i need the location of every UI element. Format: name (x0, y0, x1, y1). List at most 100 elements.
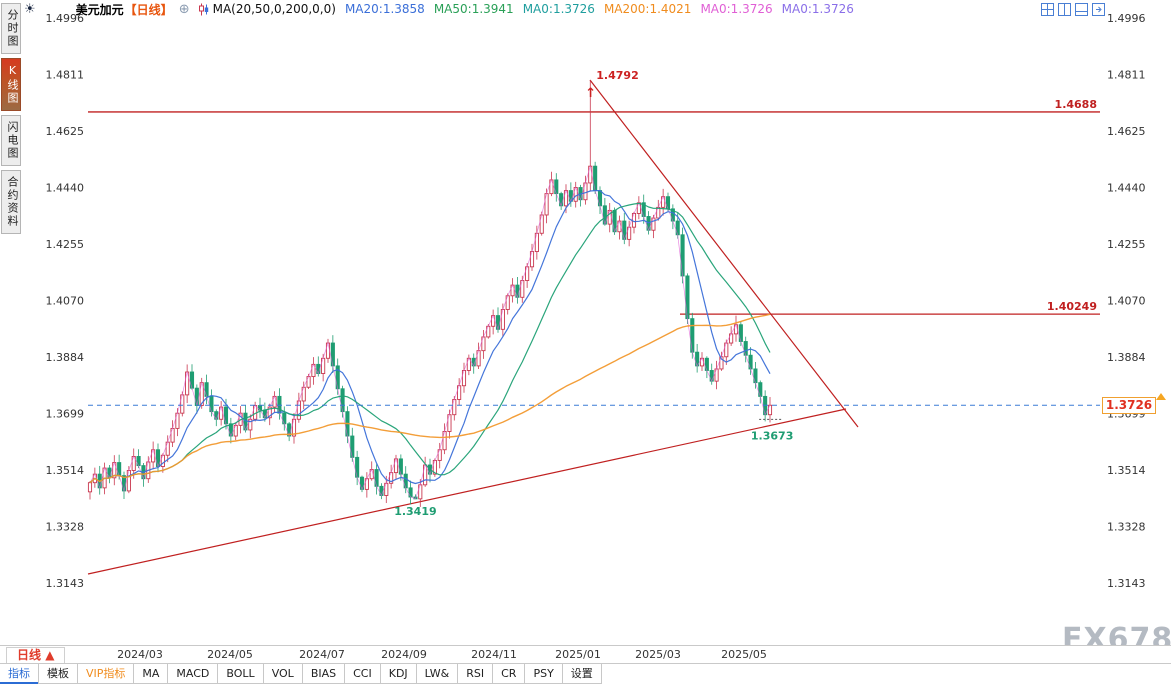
y-axis-label-right: 1.4996 (1107, 12, 1146, 25)
candle-body (743, 341, 748, 356)
candle-body (583, 182, 588, 201)
ma-legend-value-4: MA0:1.3726 (700, 2, 773, 16)
ma-settings-label: MA(20,50,0,200,0,0) (212, 2, 336, 16)
ma200-line (89, 313, 771, 484)
candle-body (350, 435, 355, 458)
ma-legend-value-5: MA0:1.3726 (781, 2, 854, 16)
toolbar-item-8[interactable]: CCI (344, 664, 381, 684)
toolbar-item-1[interactable]: 模板 (38, 664, 78, 684)
price-pointer-icon (1156, 393, 1166, 401)
layout-columns-icon[interactable] (1058, 2, 1071, 16)
candle-body (597, 190, 603, 207)
candle-body (690, 318, 695, 353)
candle-body (539, 214, 544, 234)
x-axis-label: 2025/05 (721, 648, 767, 661)
toolbar-item-3[interactable]: MA (133, 664, 169, 684)
toolbar-item-4[interactable]: MACD (167, 664, 219, 684)
layout-grid-icon[interactable] (1041, 2, 1054, 16)
candle-body (204, 382, 209, 397)
add-indicator-icon[interactable]: ⊕ (178, 1, 190, 17)
candle-body (529, 251, 535, 268)
y-axis-label-left: 1.4625 (46, 125, 85, 138)
indicator-toolbar: 指标 模板 VIP指标 MA MACD BOLL VOL BIAS CCI KDJ LW& RSI CR… (0, 663, 1171, 684)
toolbar-item-10[interactable]: LW& (415, 664, 459, 684)
candle-body (282, 412, 287, 425)
candle-body (520, 280, 525, 298)
x-axis-label: 2025/03 (635, 648, 681, 661)
ma-legend-value-1: MA50:1.3941 (433, 2, 514, 16)
candle-body (194, 387, 199, 406)
candle-body (170, 427, 175, 443)
y-axis-label-right: 1.4440 (1107, 182, 1146, 195)
candle-body (306, 376, 311, 388)
toolbar-item-7[interactable]: BIAS (301, 664, 346, 684)
candle-body (486, 325, 491, 338)
candle-body (724, 342, 729, 358)
candle-body (476, 350, 481, 367)
sidebar-item-contract-info[interactable]: 合约资料 (1, 170, 21, 234)
peak-price-label: 1.4792 (596, 69, 638, 82)
ma-legend-value-0: MA20:1.3858 (344, 2, 425, 16)
candle-body (636, 202, 641, 214)
layout-rows-icon[interactable] (1075, 2, 1088, 16)
toolbar-item-6[interactable]: VOL (262, 664, 303, 684)
candle-body (180, 394, 185, 414)
candle-body (301, 386, 306, 402)
toolbar-item-11[interactable]: RSI (457, 664, 494, 684)
y-axis-label-left: 1.3884 (46, 351, 85, 364)
candle-body (452, 398, 457, 416)
y-axis-label-right: 1.4070 (1107, 294, 1146, 307)
candle-body (233, 424, 238, 437)
timeframe-label: 【日线】 (124, 2, 173, 17)
left-sidebar: 分时图 K线图闪电图合约资料 (0, 0, 22, 238)
candle-body (588, 165, 593, 184)
expand-chart-icon[interactable] (1092, 2, 1105, 16)
toolbar-item-12[interactable]: CR (492, 664, 526, 684)
sidebar-item-time-chart[interactable]: 分时图 (1, 3, 21, 54)
toolbar-item-13[interactable]: PSY (524, 664, 563, 684)
y-axis-label-left: 1.3328 (46, 521, 85, 534)
x-axis-label: 2024/09 (381, 648, 427, 661)
candle-body (437, 449, 442, 461)
peak-arrow-icon: ↑ (585, 86, 596, 101)
y-axis-label-left: 1.4440 (46, 182, 85, 195)
y-axis-label-left: 1.3699 (46, 407, 85, 420)
toolbar-item-14[interactable]: 设置 (561, 664, 602, 684)
sidebar-item-kline-chart[interactable]: K线图 (1, 58, 21, 111)
x-axis-label: 2024/11 (471, 648, 517, 661)
candle-body (758, 382, 763, 397)
candle-body (495, 315, 501, 330)
swing-low-label: 1.3419 (394, 505, 436, 518)
x-axis-label: 2024/03 (117, 648, 163, 661)
toolbar-item-9[interactable]: KDJ (379, 664, 417, 684)
y-axis-label-right: 1.3143 (1107, 577, 1146, 590)
candle-body (505, 295, 510, 310)
y-axis-label-left: 1.3143 (46, 577, 85, 590)
candle-body (554, 179, 559, 195)
y-axis-label-left: 1.3514 (46, 464, 85, 477)
theme-sun-icon[interactable]: ☀ (24, 1, 36, 17)
toolbar-item-2[interactable]: VIP指标 (77, 664, 135, 684)
instrument-title: 美元加元 (75, 2, 124, 17)
candle-body (500, 309, 505, 330)
period-selector-button[interactable]: 日线 ▲ (6, 647, 66, 664)
candle-body (209, 395, 214, 413)
toolbar-item-5[interactable]: BOLL (217, 664, 264, 684)
ascending-trendline[interactable] (87, 408, 847, 575)
y-axis-label-left: 1.4996 (46, 12, 85, 25)
candle-body (364, 478, 369, 490)
candle-body (738, 324, 743, 342)
candle-body (126, 470, 131, 492)
horizontal-line-label-1: 1.40249 (1047, 300, 1097, 313)
y-axis-label-right: 1.4811 (1107, 68, 1146, 81)
sidebar-item-lightning-chart[interactable]: 闪电图 (1, 115, 21, 166)
horizontal-line-label-0: 1.4688 (1055, 98, 1097, 111)
toolbar-item-0[interactable]: 指标 (0, 664, 39, 684)
candle-body (262, 409, 267, 419)
ma50-line (89, 202, 771, 484)
x-axis-row: 日线 ▲ 2024/03 2024/05 2024/07 2024/09 2024/11… (0, 645, 1171, 664)
descending-trendline[interactable] (589, 79, 859, 428)
candle-body (442, 431, 447, 451)
candle-body (398, 458, 403, 475)
